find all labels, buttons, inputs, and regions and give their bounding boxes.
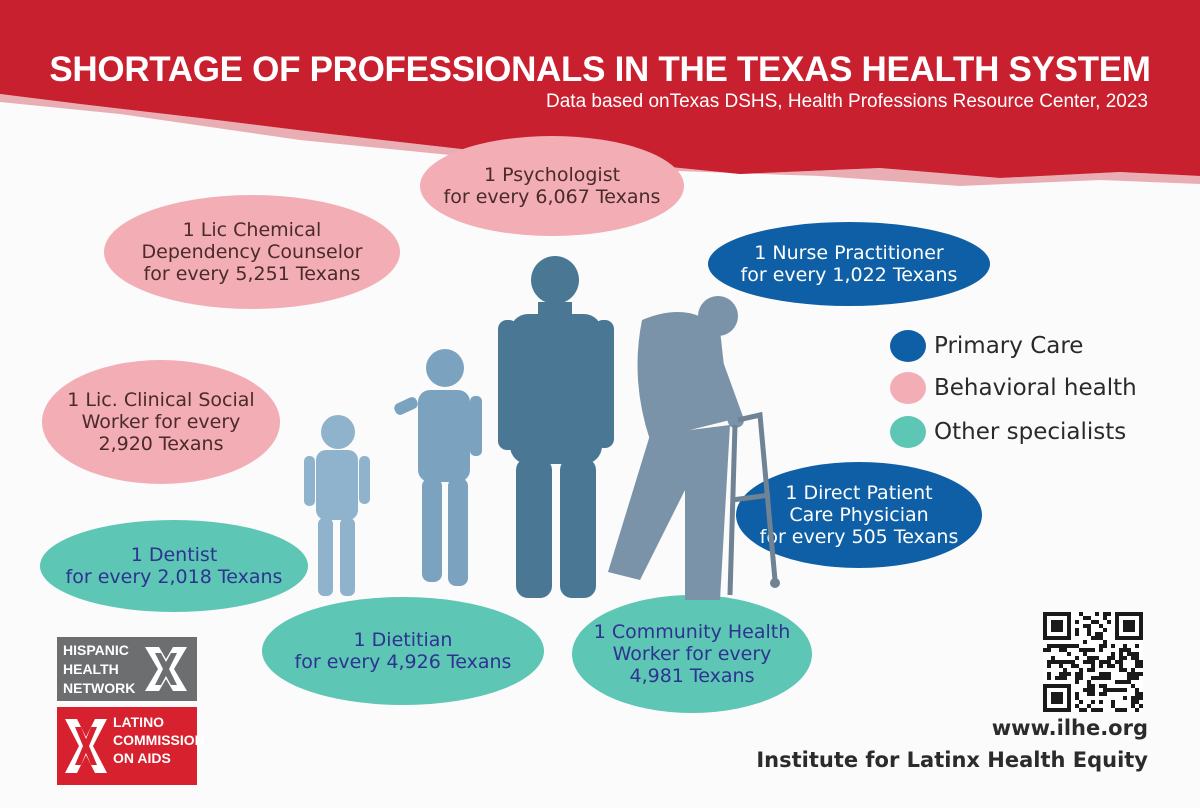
family-silhouette-image xyxy=(304,256,780,600)
hhn-logo-text: HISPANIC HEALTH NETWORK xyxy=(63,642,136,696)
bubble-social-worker-text: 1 Lic. Clinical Social Worker for every … xyxy=(67,389,255,455)
organization-name: Institute for Latinx Health Equity xyxy=(756,748,1148,772)
bubble-physician: 1 Direct Patient Care Physician for ever… xyxy=(736,462,982,568)
hispanic-health-network-logo: HISPANIC HEALTH NETWORK xyxy=(57,637,197,701)
page-subtitle: Data based onTexas DSHS, Health Professi… xyxy=(546,91,1148,112)
legend-label-other-specialists: Other specialists xyxy=(934,419,1127,445)
red-banner xyxy=(0,0,1200,186)
bubble-community-health-worker: 1 Community Health Worker for every 4,98… xyxy=(572,595,812,713)
lca-logo-text: LATINO COMMISSION ON AIDS xyxy=(113,714,205,766)
hhn-x-icon xyxy=(145,647,187,691)
bubble-physician-text: 1 Direct Patient Care Physician for ever… xyxy=(759,482,959,548)
bubble-nurse-practitioner: 1 Nurse Practitioner for every 1,022 Tex… xyxy=(708,222,990,306)
legend-swatch-primary-care xyxy=(890,330,926,362)
legend-label-primary-care: Primary Care xyxy=(934,333,1084,359)
bubble-nurse-practitioner-text: 1 Nurse Practitioner for every 1,022 Tex… xyxy=(740,242,958,286)
legend-item-behavioral-health: Behavioral health xyxy=(890,372,1137,404)
legend-swatch-behavioral-health xyxy=(890,372,926,404)
legend-label-behavioral-health: Behavioral health xyxy=(934,375,1137,401)
bubble-social-worker: 1 Lic. Clinical Social Worker for every … xyxy=(42,360,280,484)
bubble-psychologist: 1 Psychologist for every 6,067 Texans xyxy=(420,136,684,236)
website-url: www.ilhe.org xyxy=(991,716,1148,740)
page-title: SHORTAGE OF PROFESSIONALS IN THE TEXAS H… xyxy=(49,50,1151,89)
bubble-psychologist-text: 1 Psychologist for every 6,067 Texans xyxy=(443,164,661,208)
bubble-dentist: 1 Dentist for every 2,018 Texans xyxy=(40,520,308,612)
latino-commission-on-aids-logo: LATINO COMMISSION ON AIDS xyxy=(57,707,205,785)
bubble-chemical-dependency: 1 Lic Chemical Dependency Counselor for … xyxy=(104,195,400,309)
bubble-dietitian: 1 Dietitian for every 4,926 Texans xyxy=(262,597,544,705)
legend-swatch-other-specialists xyxy=(890,416,926,448)
bubble-dentist-text: 1 Dentist for every 2,018 Texans xyxy=(65,544,283,588)
legend-item-primary-care: Primary Care xyxy=(890,330,1083,362)
legend-item-other-specialists: Other specialists xyxy=(890,416,1126,448)
qr-code-icon xyxy=(1043,612,1143,712)
bubble-community-health-worker-text: 1 Community Health Worker for every 4,98… xyxy=(593,621,791,687)
bubble-dietitian-text: 1 Dietitian for every 4,926 Texans xyxy=(294,629,512,673)
bubble-chemical-dependency-text: 1 Lic Chemical Dependency Counselor for … xyxy=(141,219,363,285)
lca-x-icon xyxy=(65,719,107,773)
